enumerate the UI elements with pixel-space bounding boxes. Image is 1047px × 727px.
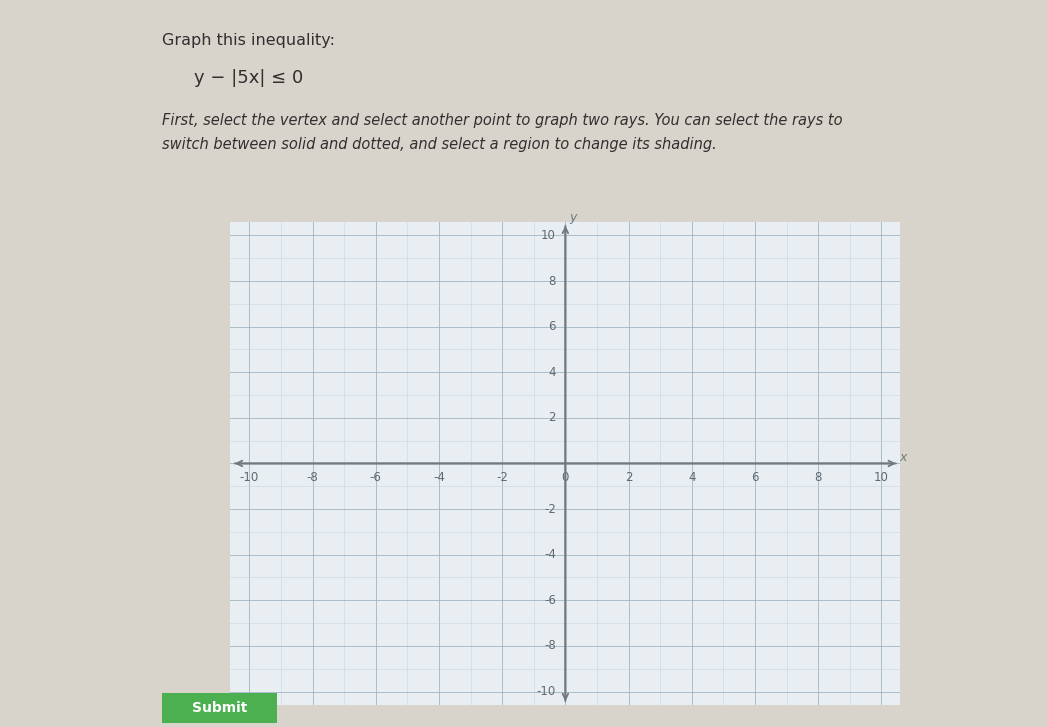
Text: -8: -8: [307, 471, 318, 484]
Text: 8: 8: [549, 275, 556, 287]
Text: 8: 8: [815, 471, 822, 484]
Text: 10: 10: [874, 471, 889, 484]
Text: 2: 2: [625, 471, 632, 484]
Text: -6: -6: [370, 471, 382, 484]
Text: -10: -10: [537, 685, 556, 698]
Text: 6: 6: [549, 320, 556, 333]
Text: 10: 10: [541, 229, 556, 242]
Text: First, select the vertex and select another point to graph two rays. You can sel: First, select the vertex and select anot…: [162, 113, 843, 128]
Text: 0: 0: [561, 471, 570, 484]
Text: y − |5x| ≤ 0: y − |5x| ≤ 0: [194, 69, 303, 87]
Text: 6: 6: [752, 471, 759, 484]
Text: Graph this inequality:: Graph this inequality:: [162, 33, 335, 48]
Text: y: y: [570, 211, 577, 224]
Text: Submit: Submit: [193, 701, 247, 715]
Text: 4: 4: [549, 366, 556, 379]
Text: switch between solid and dotted, and select a region to change its shading.: switch between solid and dotted, and sel…: [162, 137, 717, 152]
Text: -2: -2: [496, 471, 508, 484]
Text: -4: -4: [544, 548, 556, 561]
Text: 4: 4: [688, 471, 695, 484]
Text: -10: -10: [240, 471, 259, 484]
Text: -6: -6: [544, 594, 556, 607]
Text: x: x: [899, 451, 907, 465]
Text: -4: -4: [433, 471, 445, 484]
Text: 2: 2: [549, 411, 556, 425]
Text: -2: -2: [544, 502, 556, 515]
Text: -8: -8: [544, 640, 556, 652]
